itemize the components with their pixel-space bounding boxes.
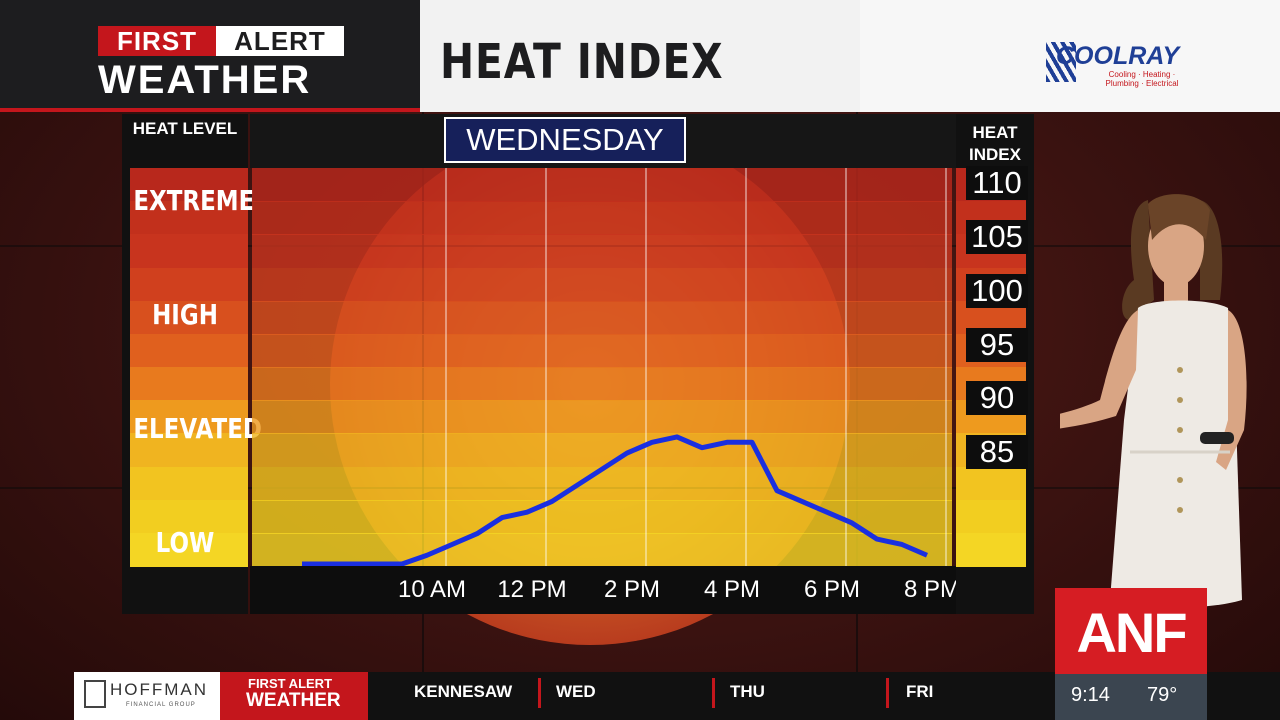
hoffman-sponsor: HOFFMAN FINANCIAL GROUP — [74, 672, 220, 720]
station-logo: ANF — [1055, 588, 1207, 674]
heat-level-column: HEAT LEVEL EXTREME HIGH ELEVATED LOW — [122, 114, 262, 614]
page-title: HEAT INDEX — [440, 34, 724, 90]
hoffman-logo-icon — [84, 680, 106, 708]
heat-band — [252, 201, 952, 236]
x-tick-label: 4 PM — [703, 576, 760, 603]
heat-band — [252, 168, 952, 203]
y-tick-label: 85 — [966, 435, 1028, 470]
heat-band — [252, 400, 952, 435]
x-tick-label: 10 AM — [397, 576, 467, 603]
sponsor-tagline: Cooling · Heating · Plumbing · Electrica… — [1105, 70, 1179, 88]
plot-svg — [302, 168, 947, 566]
ticker-brand-first: FIRST ALERT — [248, 676, 333, 691]
brand-panel: FIRST ALERT WEATHER — [0, 0, 420, 112]
x-tick-label: 8 PM — [903, 576, 960, 603]
heat-index-chart: HEAT LEVEL EXTREME HIGH ELEVATED LOW WED… — [122, 114, 1034, 614]
heat-band-side — [130, 333, 248, 368]
heat-index-line — [302, 434, 928, 566]
y-tick-label: 110 — [966, 166, 1028, 201]
brand-first: FIRST — [98, 26, 216, 56]
brand-weather: WEATHER — [98, 58, 312, 102]
heat-index-column: HEAT INDEX 110 105 100 95 90 85 — [956, 114, 1034, 614]
y-tick-label: 90 — [966, 381, 1028, 416]
day-label: WEDNESDAY — [444, 117, 686, 163]
level-low: LOW — [155, 526, 215, 559]
ticker-location: KENNESAW — [414, 682, 513, 701]
ticker-brand: FIRST ALERT WEATHER — [220, 672, 368, 720]
heat-band-side — [130, 400, 248, 435]
heat-band-side — [956, 466, 1026, 501]
ticker-divider — [538, 678, 541, 708]
heat-band-side — [130, 267, 248, 302]
brand-underline — [0, 108, 420, 112]
title-panel: HEAT INDEX — [420, 0, 860, 112]
sponsor-name: COOLRAY — [1056, 42, 1180, 70]
level-extreme: EXTREME — [133, 184, 255, 217]
heat-band-side — [956, 532, 1026, 567]
presenter — [1060, 194, 1247, 608]
heat-level-header: HEAT LEVEL — [132, 119, 238, 138]
y-tick-label: 95 — [966, 327, 1028, 362]
station-name: ANF — [1076, 601, 1187, 664]
heat-band-side — [130, 367, 248, 402]
ticker-day-wed: WED — [556, 682, 596, 701]
heat-band-side — [130, 168, 248, 203]
heat-band — [252, 532, 952, 566]
heat-band — [252, 466, 952, 501]
hoffman-sub: FINANCIAL GROUP — [126, 702, 196, 708]
plot-area — [252, 168, 952, 566]
level-high: HIGH — [152, 298, 218, 331]
heat-band-side — [130, 234, 248, 269]
ticker-day-fri: FRI — [906, 682, 934, 701]
heat-band-side — [130, 433, 248, 468]
current-temp: 79° — [1147, 684, 1178, 706]
x-tick-label: 2 PM — [603, 576, 660, 603]
hoffman-name: HOFFMAN — [110, 680, 209, 699]
heat-band — [252, 333, 952, 368]
x-axis-strip — [250, 566, 956, 614]
heat-index-header: HEAT INDEX — [969, 123, 1021, 164]
heat-band-side — [130, 532, 248, 567]
heat-band — [252, 433, 952, 468]
heat-band — [252, 267, 952, 302]
ticker-divider — [712, 678, 715, 708]
heat-band-side — [130, 201, 248, 236]
heat-band — [252, 300, 952, 335]
first-alert-logo: FIRST ALERT — [98, 26, 344, 56]
coolray-stripes-icon — [1046, 42, 1076, 82]
y-tick-label: 100 — [966, 273, 1028, 308]
time-temp-panel: 9:14 79° — [1055, 674, 1207, 720]
brand-alert: ALERT — [216, 26, 344, 56]
ticker-divider — [886, 678, 889, 708]
heat-band-side — [130, 300, 248, 335]
level-elevated: ELEVATED — [133, 412, 262, 445]
sponsor-panel: COOLRAY Cooling · Heating · Plumbing · E… — [860, 0, 1280, 112]
ticker-brand-weather: WEATHER — [246, 690, 341, 711]
day-strip: WEDNESDAY — [250, 114, 956, 168]
current-time: 9:14 — [1071, 684, 1110, 706]
x-tick-label: 12 PM — [497, 576, 567, 603]
y-tick-label: 105 — [966, 220, 1028, 255]
heat-band — [252, 367, 952, 402]
heat-band-side — [130, 499, 248, 534]
heat-band — [252, 234, 952, 269]
x-tick-label: 6 PM — [803, 576, 860, 603]
heat-band-side — [956, 499, 1026, 534]
heat-band-side — [130, 466, 248, 501]
ticker-day-thu: THU — [730, 682, 765, 701]
